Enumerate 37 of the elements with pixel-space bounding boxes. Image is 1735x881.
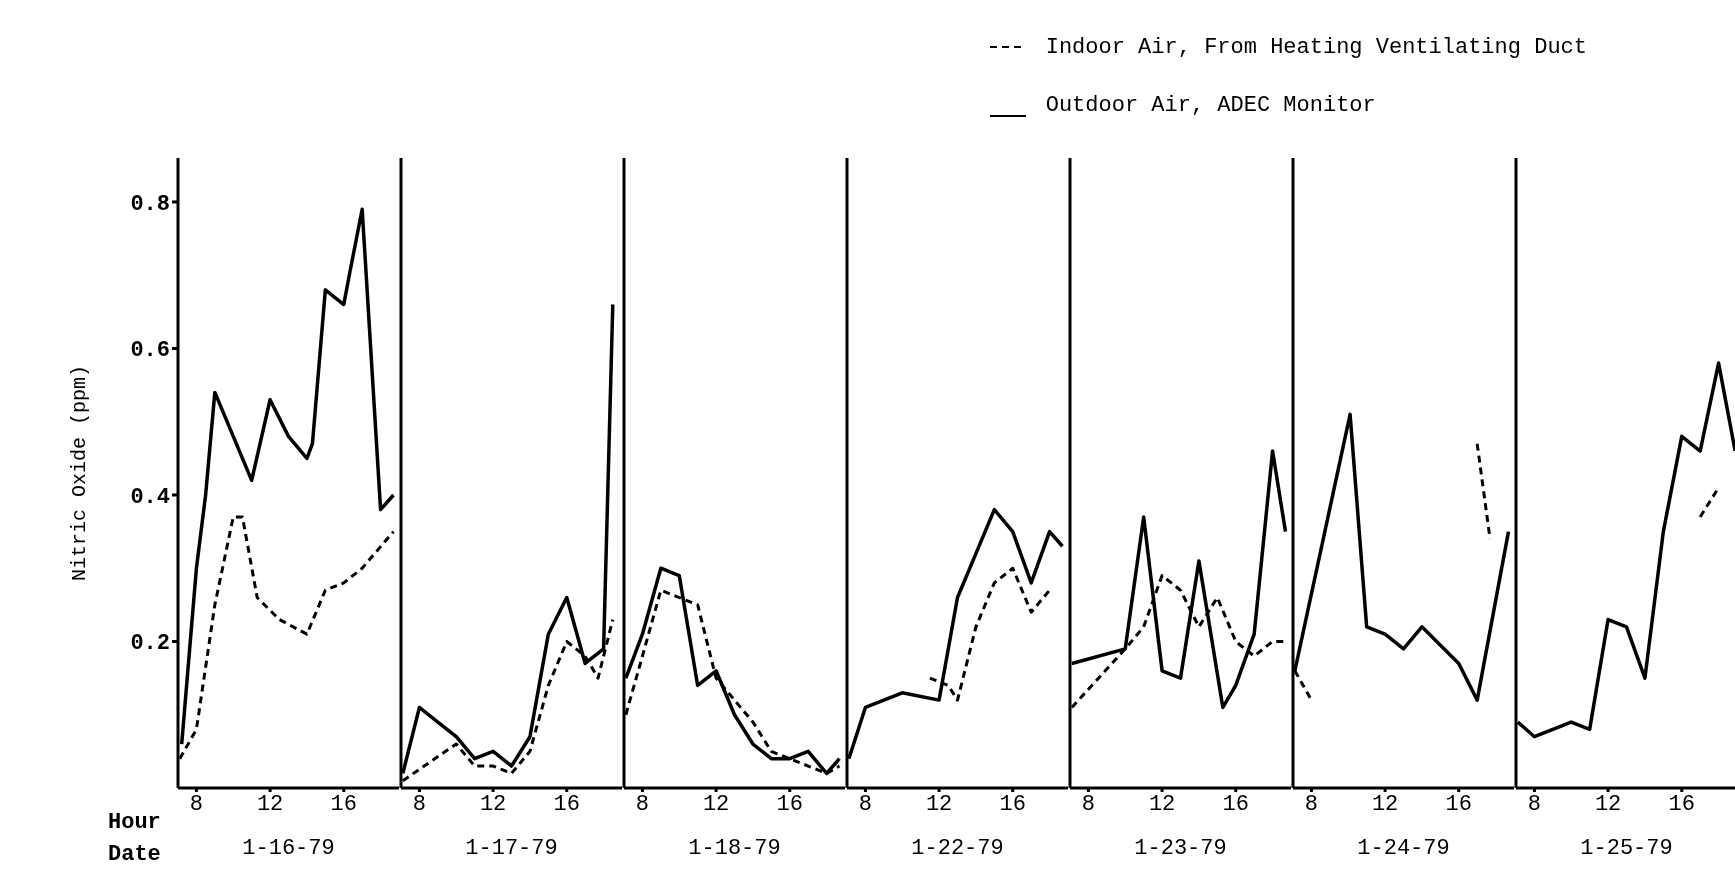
x-tick-label: 8 xyxy=(1081,791,1096,817)
x-tick-label: 8 xyxy=(858,791,873,817)
legend-label: Outdoor Air, ADEC Monitor xyxy=(1045,92,1376,118)
x-tick-label: 8 xyxy=(1527,791,1542,817)
x-axis-title: 1-24-79 xyxy=(1357,836,1450,861)
x-tick-label: 12 xyxy=(1371,791,1399,817)
x-axis-title: 1-25-79 xyxy=(1580,836,1673,861)
x-axis-title: 1-18-79 xyxy=(688,836,781,861)
x-tick-label: 8 xyxy=(189,791,204,817)
x-tick-label: 16 xyxy=(1222,791,1249,817)
text: Date xyxy=(108,842,161,867)
x-tick-label: 8 xyxy=(412,791,427,817)
y-axis-title: Nitric Oxide (ppm) xyxy=(68,364,92,582)
text: Hour xyxy=(108,810,161,835)
x-tick-label: 12 xyxy=(479,791,507,817)
x-axis-title: 1-22-79 xyxy=(911,836,1004,861)
y-tick-label: 0.2 xyxy=(130,631,170,657)
x-tick-label: 16 xyxy=(776,791,803,817)
x-axis-title: 1-17-79 xyxy=(465,836,558,861)
x-tick-label: 16 xyxy=(1445,791,1472,817)
x-tick-label: 8 xyxy=(635,791,650,817)
y-tick-label: 0.8 xyxy=(130,191,170,217)
x-tick-label: 12 xyxy=(1594,791,1622,817)
x-tick-label: 16 xyxy=(1668,791,1695,817)
y-tick-label: 0.4 xyxy=(130,484,170,510)
x-tick-label: 12 xyxy=(925,791,953,817)
x-tick-label: 16 xyxy=(999,791,1026,817)
x-tick-label: 16 xyxy=(553,791,580,817)
x-tick-label: 8 xyxy=(1304,791,1319,817)
x-tick-label: 12 xyxy=(1148,791,1176,817)
legend-label: Indoor Air, From Heating Ventilating Duct xyxy=(1045,34,1587,60)
x-tick-label: 12 xyxy=(702,791,730,817)
x-axis-title: 1-23-79 xyxy=(1134,836,1227,861)
x-tick-label: 12 xyxy=(256,791,284,817)
x-tick-label: 16 xyxy=(330,791,357,817)
x-axis-title: 1-16-79 xyxy=(242,836,335,861)
y-tick-label: 0.6 xyxy=(130,338,170,364)
